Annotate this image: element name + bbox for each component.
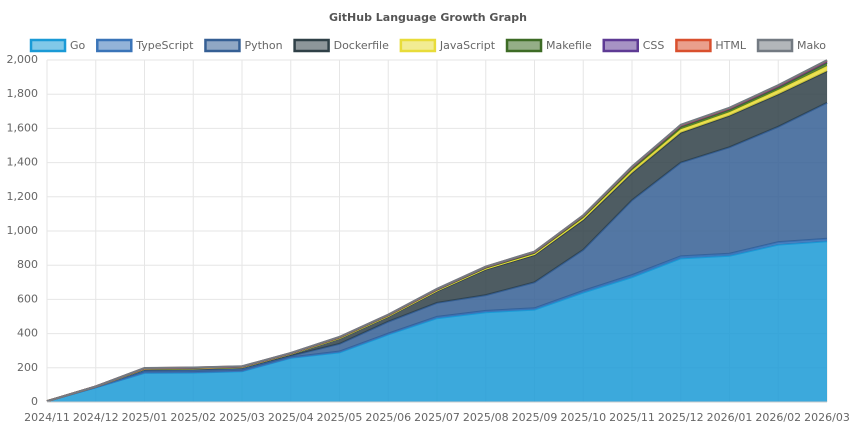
x-tick-label: 2025/01: [122, 411, 168, 424]
y-tick-label: 0: [31, 395, 38, 408]
x-tick-label: 2025/10: [560, 411, 606, 424]
y-tick-label: 1,200: [7, 190, 39, 203]
legend-swatch: [293, 38, 330, 53]
x-tick-label: 2025/08: [463, 411, 509, 424]
x-tick-label: 2025/11: [609, 411, 655, 424]
y-tick-label: 800: [17, 258, 38, 271]
y-tick-label: 400: [17, 327, 38, 340]
legend-label: Mako: [797, 39, 826, 52]
legend-item: TypeScript: [96, 38, 194, 53]
legend-item: JavaScript: [399, 38, 496, 53]
legend-label: TypeScript: [135, 39, 194, 52]
y-tick-label: 1,000: [7, 224, 39, 237]
area-line: [46, 59, 828, 403]
legend-swatch: [505, 38, 543, 53]
legend-swatch: [602, 38, 639, 53]
x-tick-label: 2025/07: [414, 411, 460, 424]
x-tick-label: 2026/03: [804, 411, 850, 424]
x-tick-label: 2025/02: [170, 411, 216, 424]
y-tick-label: 1,400: [7, 156, 39, 169]
x-tick-label: 2025/09: [512, 411, 558, 424]
legend-label: CSS: [643, 39, 665, 52]
legend-item: Mako: [756, 38, 826, 53]
chart-title: GitHub Language Growth Graph: [329, 11, 527, 24]
y-tick-label: 600: [17, 292, 38, 305]
legend-item: CSS: [602, 38, 665, 53]
x-tick-label: 2024/11: [24, 411, 70, 424]
area: [47, 241, 827, 402]
x-tick-label: 2025/06: [365, 411, 411, 424]
y-tick-label: 1,600: [7, 121, 39, 134]
legend-swatch: [29, 38, 67, 53]
y-tick-label: 2,000: [7, 53, 39, 66]
y-tick-label: 200: [17, 361, 38, 374]
legend-item: Go: [29, 38, 86, 53]
legend-swatch: [756, 38, 794, 53]
x-tick-label: 2025/04: [268, 411, 314, 424]
legend-label: Dockerfile: [334, 39, 390, 52]
x-tick-label: 2025/12: [658, 411, 704, 424]
legend-swatch: [96, 38, 133, 53]
x-tick-label: 2026/01: [707, 411, 753, 424]
legend-label: HTML: [715, 39, 746, 52]
legend-label: Python: [244, 39, 282, 52]
legend-swatch: [204, 38, 241, 53]
legend-swatch: [399, 38, 437, 53]
legend-label: Makefile: [546, 39, 592, 52]
legend: Go TypeScript Python Dockerfile JavaScript Ma…: [29, 38, 826, 53]
x-tick-label: 2025/03: [219, 411, 265, 424]
x-tick-label: 2024/12: [73, 411, 119, 424]
legend-item: Makefile: [505, 38, 592, 53]
legend-label: JavaScript: [439, 39, 496, 52]
legend-item: HTML: [675, 38, 747, 53]
x-tick-label: 2026/02: [755, 411, 801, 424]
legend-item: Python: [204, 38, 283, 53]
area: [47, 102, 827, 402]
legend-swatch: [675, 38, 712, 53]
y-tick-label: 1,800: [7, 87, 39, 100]
legend-label: Go: [70, 39, 86, 52]
legend-item: Dockerfile: [293, 38, 390, 53]
x-tick-label: 2025/05: [317, 411, 363, 424]
